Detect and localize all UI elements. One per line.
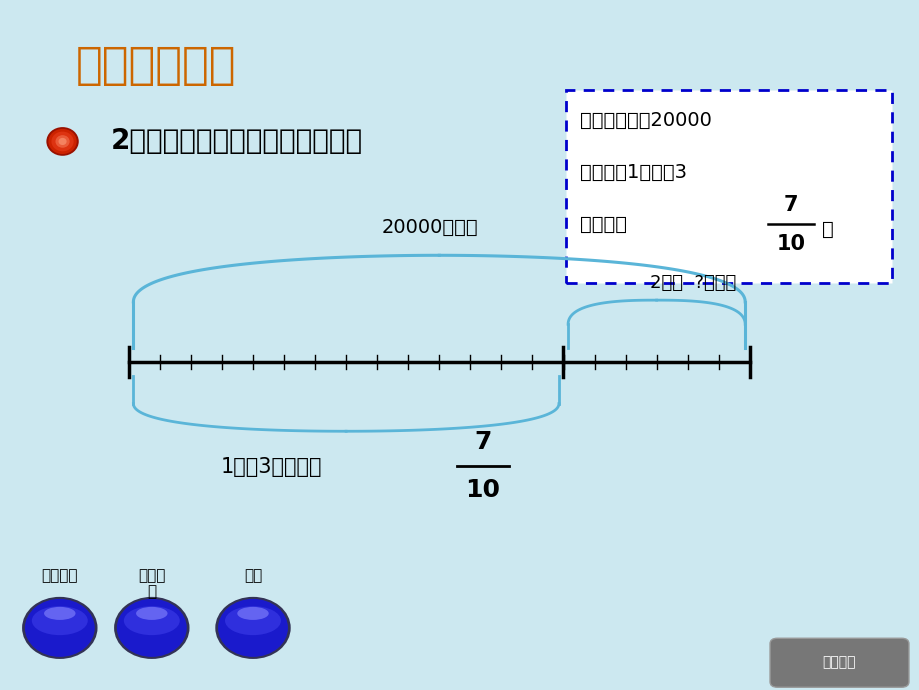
Ellipse shape [51,132,74,151]
Text: 先求分: 先求分 [138,569,165,584]
Ellipse shape [225,607,280,635]
Text: 号坑共占: 号坑共占 [579,215,626,234]
Text: 10: 10 [776,234,805,253]
Text: 数: 数 [147,584,156,599]
Text: 二、合作探索: 二、合作探索 [76,44,236,87]
Text: 返回首页: 返回首页 [822,656,855,669]
Text: 。: 。 [822,220,833,239]
Ellipse shape [218,599,288,657]
Ellipse shape [46,127,79,156]
Text: 10: 10 [465,478,500,502]
Ellipse shape [49,129,76,154]
Text: 2号坑  ?平方米: 2号坑 ?平方米 [650,274,736,292]
Text: 20000平方米: 20000平方米 [381,218,478,237]
Ellipse shape [124,607,179,635]
Text: 对比: 对比 [244,569,262,584]
Text: 先求面积: 先求面积 [41,569,78,584]
Text: 1号和3号坑共占: 1号和3号坑共占 [221,457,322,477]
Ellipse shape [55,135,70,148]
Ellipse shape [22,597,97,659]
FancyBboxPatch shape [769,638,908,687]
Ellipse shape [215,597,290,659]
Ellipse shape [136,607,167,620]
Ellipse shape [117,599,187,657]
Text: 2号坑的占地面积是多少平方米？: 2号坑的占地面积是多少平方米？ [110,128,362,155]
Text: 7: 7 [474,430,491,453]
Ellipse shape [237,607,268,620]
Text: 7: 7 [783,195,798,215]
Text: 总占地面积约20000: 总占地面积约20000 [579,111,710,130]
Ellipse shape [59,138,66,145]
Ellipse shape [44,607,75,620]
Ellipse shape [114,597,189,659]
Ellipse shape [32,607,87,635]
Text: 平方米，1号坑和3: 平方米，1号坑和3 [579,163,686,182]
Ellipse shape [25,599,95,657]
FancyBboxPatch shape [565,90,891,283]
